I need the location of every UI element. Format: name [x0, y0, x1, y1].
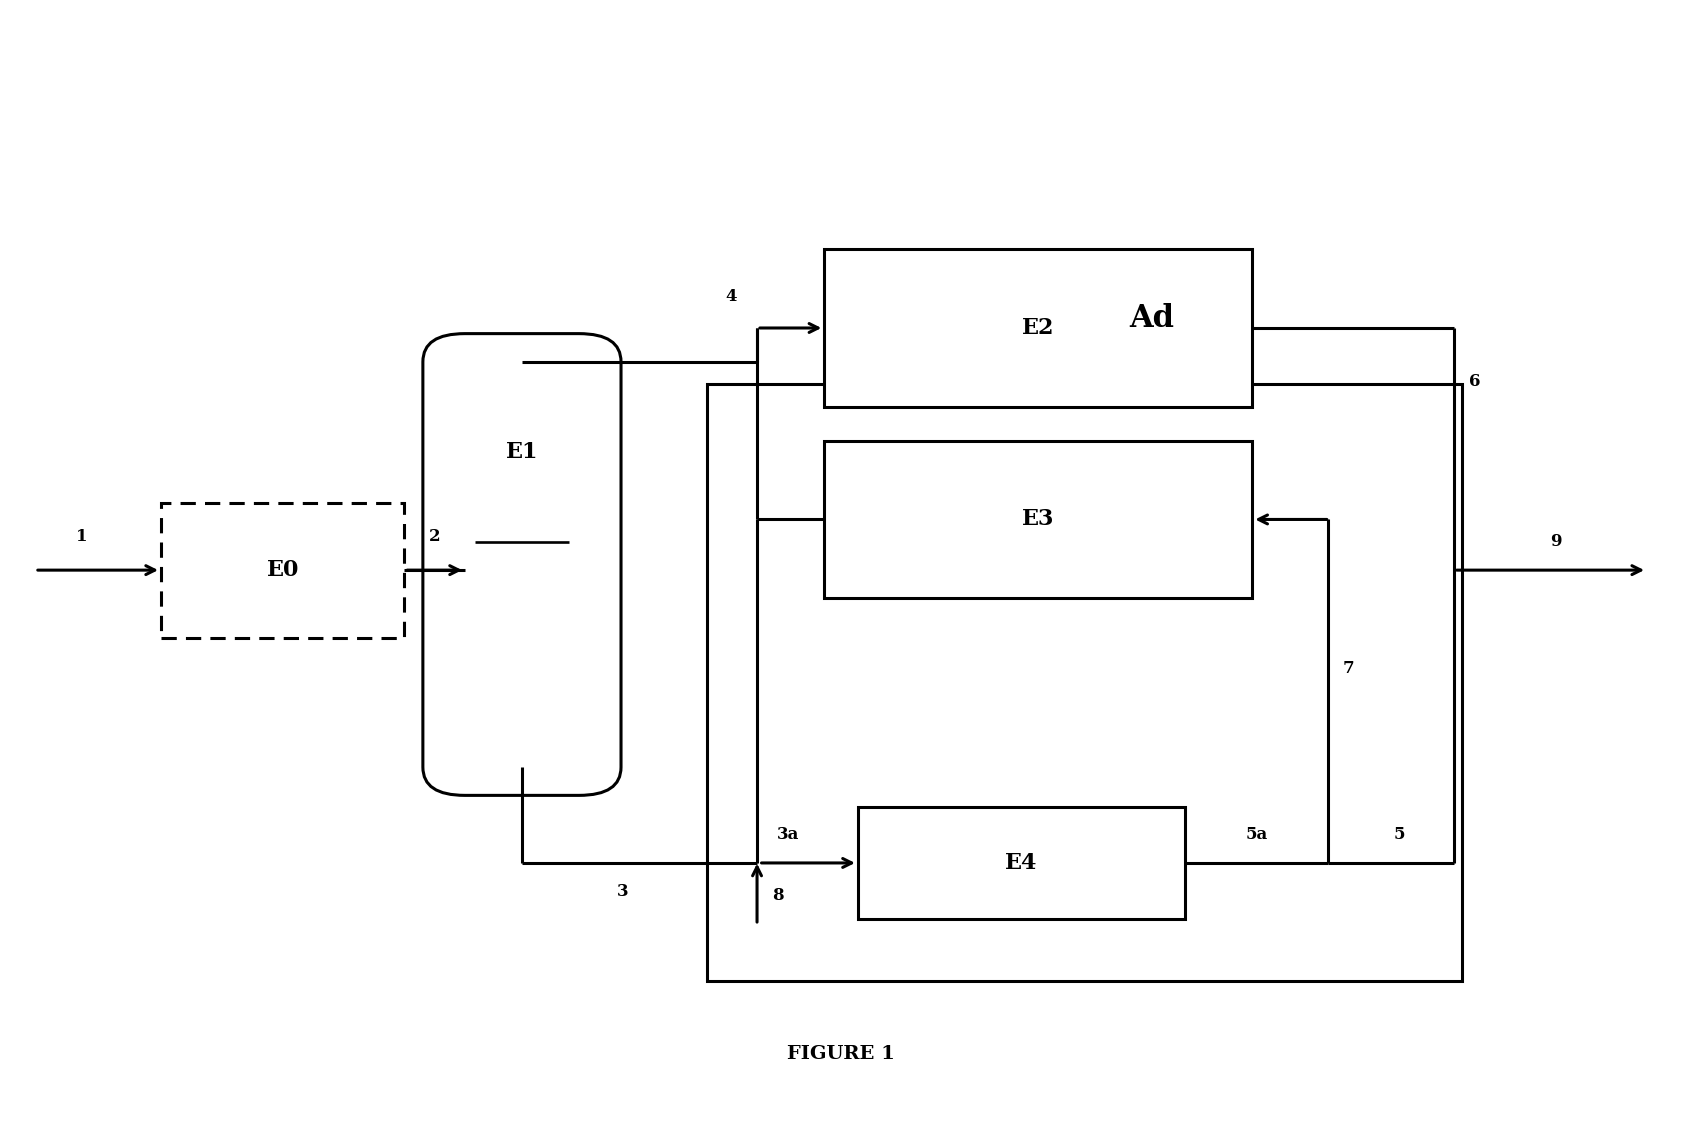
FancyBboxPatch shape	[422, 334, 621, 795]
Text: 9: 9	[1549, 533, 1561, 550]
Text: Ad: Ad	[1129, 303, 1174, 334]
Text: 7: 7	[1344, 660, 1354, 677]
Text: E0: E0	[266, 559, 299, 581]
FancyBboxPatch shape	[858, 806, 1186, 919]
FancyBboxPatch shape	[824, 250, 1253, 406]
Text: E1: E1	[506, 441, 538, 463]
Text: 3a: 3a	[777, 825, 799, 842]
Text: 5a: 5a	[1245, 825, 1268, 842]
Text: 8: 8	[772, 887, 784, 904]
Text: E3: E3	[1023, 508, 1055, 531]
Text: 3: 3	[617, 883, 629, 900]
Text: E2: E2	[1023, 317, 1055, 339]
Text: 5: 5	[1394, 825, 1404, 842]
Text: 1: 1	[76, 528, 87, 545]
Text: FIGURE 1: FIGURE 1	[787, 1045, 895, 1064]
FancyBboxPatch shape	[824, 440, 1253, 598]
Text: E4: E4	[1006, 852, 1038, 874]
Text: 2: 2	[429, 528, 441, 545]
Text: 4: 4	[725, 289, 737, 306]
Text: 6: 6	[1468, 373, 1480, 390]
FancyBboxPatch shape	[161, 502, 404, 638]
